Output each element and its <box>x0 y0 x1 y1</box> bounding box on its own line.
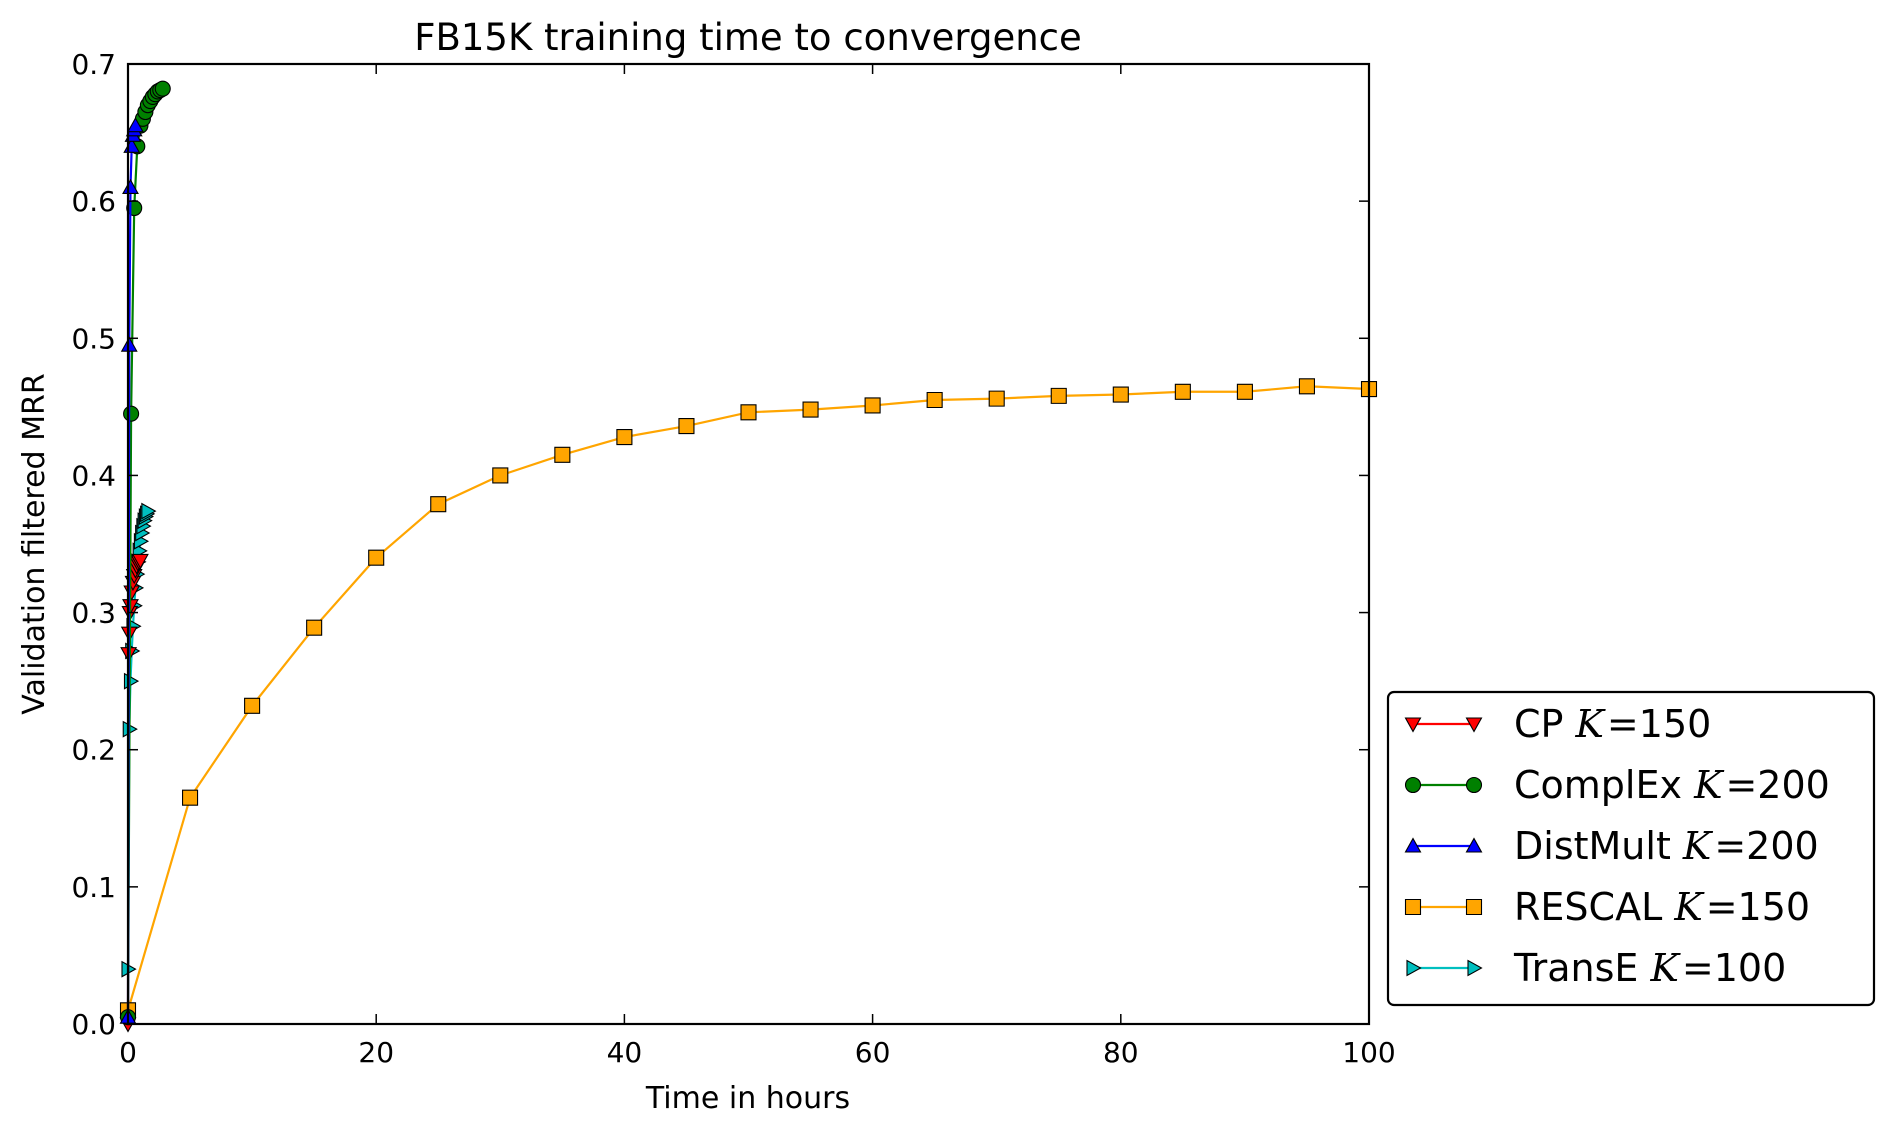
data-point <box>740 404 757 421</box>
legend: CP K=150 ComplEx K=200 DistMult K=200 RESCA… <box>1386 690 1876 1007</box>
y-axis-label: Validation filtered MRR <box>17 373 52 714</box>
data-point <box>244 697 261 714</box>
legend-label: TransE K=100 <box>1513 946 1786 990</box>
x-tick-label: 40 <box>607 1036 643 1069</box>
series-rescal <box>119 378 1378 1019</box>
legend-marker <box>1465 898 1483 916</box>
data-point <box>182 789 199 806</box>
legend-marker <box>1406 959 1422 977</box>
legend-item: TransE K=100 <box>1406 946 1786 990</box>
legend-item: CP K=150 <box>1404 702 1711 746</box>
data-point <box>988 390 1005 407</box>
data-point <box>554 446 571 463</box>
y-tick-label: 0.6 <box>71 185 116 218</box>
axis-ticks: 0 20 40 60 80 100 0.0 0.1 0.2 0.3 0.4 0.5 0.6 0.7 <box>71 48 1395 1069</box>
data-point <box>678 418 695 435</box>
y-tick-label: 0.4 <box>71 459 116 492</box>
y-tick-label: 0.7 <box>71 48 116 81</box>
legend-marker <box>1404 837 1422 853</box>
legend-item: ComplEx K=200 <box>1404 763 1830 807</box>
legend-marker <box>1404 776 1422 794</box>
x-tick-label: 60 <box>855 1036 891 1069</box>
data-point <box>1112 386 1129 403</box>
data-point <box>154 80 171 97</box>
data-point <box>127 117 144 133</box>
y-tick-label: 0.3 <box>71 597 116 630</box>
data-point <box>141 502 157 520</box>
chart-title: FB15K training time to convergence <box>414 16 1082 59</box>
data-point <box>616 428 633 446</box>
data-point <box>1174 383 1191 400</box>
plot-area <box>119 80 1378 1033</box>
data-point <box>926 391 943 409</box>
legend-label: RESCAL K=150 <box>1514 885 1810 929</box>
legend-marker <box>1467 959 1483 977</box>
data-point <box>1298 378 1315 395</box>
y-tick-label: 0.1 <box>71 871 116 904</box>
data-point <box>1050 387 1067 404</box>
data-point <box>368 549 385 566</box>
x-axis-label: Time in hours <box>645 1081 850 1116</box>
data-point <box>1236 383 1253 400</box>
data-point <box>120 336 138 352</box>
legend-marker <box>1465 776 1483 794</box>
y-tick-label: 0.0 <box>71 1008 116 1041</box>
legend-marker <box>1465 717 1483 733</box>
y-tick-label: 0.2 <box>71 734 116 767</box>
legend-item: DistMult K=200 <box>1404 824 1819 868</box>
data-point <box>131 553 149 570</box>
legend-label: CP K=150 <box>1514 702 1711 746</box>
legend-marker <box>1404 898 1422 916</box>
data-point <box>122 178 139 194</box>
data-point <box>123 405 140 422</box>
x-tick-label: 20 <box>358 1036 394 1069</box>
data-point <box>430 496 447 513</box>
x-tick-label: 80 <box>1103 1036 1139 1069</box>
legend-marker <box>1404 717 1422 733</box>
data-point <box>864 397 881 414</box>
y-tick-label: 0.5 <box>71 322 116 355</box>
series-complex <box>119 80 171 1026</box>
data-point <box>306 619 323 636</box>
legend-item: RESCAL K=150 <box>1404 885 1810 929</box>
data-point <box>802 401 819 418</box>
x-tick-label: 100 <box>1342 1036 1395 1069</box>
x-tick-label: 0 <box>119 1036 137 1069</box>
legend-box <box>1386 690 1876 1007</box>
legend-label: ComplEx K=200 <box>1514 763 1830 807</box>
series-line <box>126 385 1370 1011</box>
legend-marker <box>1465 837 1483 853</box>
plot-frame <box>126 62 1371 1026</box>
legend-label: DistMult K=200 <box>1514 824 1819 868</box>
data-point <box>492 467 509 484</box>
